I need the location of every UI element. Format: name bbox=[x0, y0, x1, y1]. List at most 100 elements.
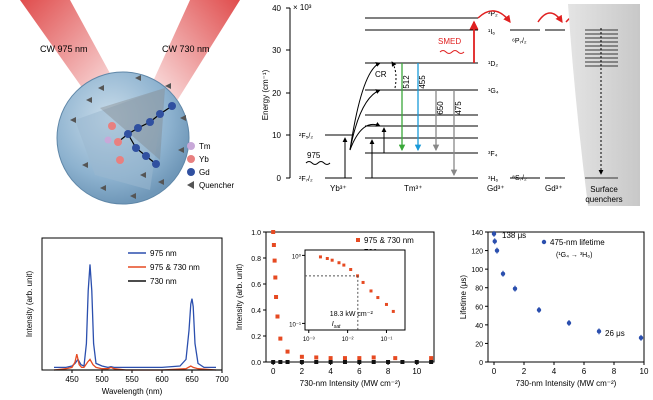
spectrum-plot-frame bbox=[41, 237, 223, 371]
depletion-point bbox=[429, 360, 434, 364]
legend-quencher: Quencher bbox=[199, 181, 234, 190]
depletion-xtick-label: 0 bbox=[271, 367, 276, 376]
spectrum-xtick-label: 500 bbox=[95, 375, 109, 384]
lifetime-xtick-label: 4 bbox=[552, 367, 557, 376]
tm-level-3F4: ³F₄ bbox=[488, 151, 498, 158]
smed-label: SMED bbox=[438, 37, 461, 46]
depletion-legend-swatch bbox=[356, 238, 360, 242]
spectrum-legend-label: 975 nm bbox=[150, 249, 177, 258]
inset-xtick-label: 10⁻¹ bbox=[381, 337, 393, 343]
illustration-legend: Tm Yb Gd Quencher bbox=[187, 142, 234, 190]
depletion-point bbox=[386, 360, 391, 364]
lifetime-ytick-label: 100 bbox=[471, 267, 483, 274]
energy-ytick-0: 0 bbox=[277, 174, 282, 183]
tm-level-1I6: ¹I₆ bbox=[488, 29, 495, 36]
depletion-xtick-label: 2 bbox=[300, 367, 305, 376]
spectrum-legend-label: 730 nm bbox=[150, 277, 177, 286]
depletion-point bbox=[371, 355, 376, 360]
cross-relaxation-arrow bbox=[391, 61, 397, 89]
energy-y-ticks bbox=[286, 7, 290, 179]
lifetime-legend-label: 475-nm lifetime bbox=[550, 238, 605, 247]
lifetime-xtick-label: 0 bbox=[492, 367, 497, 376]
energy-ylabel: Energy (cm⁻¹) bbox=[261, 69, 270, 120]
spectrum-xtick-label: 450 bbox=[65, 375, 79, 384]
depletion-plot-frame bbox=[265, 231, 435, 363]
lifetime-point bbox=[491, 231, 497, 237]
depletion-xtick-label: 6 bbox=[357, 367, 362, 376]
quencher-band bbox=[568, 4, 640, 206]
depletion-xtick-label: 4 bbox=[328, 367, 333, 376]
depletion-point bbox=[371, 360, 376, 364]
depletion-point bbox=[342, 356, 347, 361]
depletion-ytick-label: 0.8 bbox=[251, 256, 261, 263]
inset-sat-symbol: Isat bbox=[332, 321, 341, 330]
inset-frame bbox=[304, 249, 406, 331]
inset-xtick-label: 10⁻³ bbox=[303, 337, 315, 343]
legend-gd: Gd bbox=[199, 168, 210, 177]
inset-point bbox=[369, 289, 373, 293]
lifetime-xtick-label: 2 bbox=[522, 367, 527, 376]
depletion-ylabel: Intensity (arb. unit) bbox=[235, 264, 244, 331]
depletion-point bbox=[278, 360, 283, 364]
energy-ytick-10: 10 bbox=[272, 131, 281, 140]
transition-455-label: 455 bbox=[418, 75, 427, 89]
cr-label: CR bbox=[375, 70, 387, 79]
spectrum-ylabel: Intensity (arb. unit) bbox=[25, 271, 34, 338]
inset-point bbox=[325, 256, 329, 260]
quencher-label-2: quenchers bbox=[585, 195, 622, 204]
yb-label: Yb³⁺ bbox=[330, 184, 347, 193]
transition-512-label: 512 bbox=[402, 75, 411, 89]
depletion-point bbox=[429, 356, 434, 361]
lifetime-point bbox=[512, 286, 518, 291]
quencher-marks bbox=[70, 75, 186, 199]
cutaway-inner-plane bbox=[100, 88, 165, 160]
energy-transfer-arrows bbox=[349, 62, 387, 178]
depletion-legend-label: 975 & 730 nm bbox=[364, 236, 414, 245]
depletion-ytick-label: 0.6 bbox=[251, 282, 261, 289]
smed-wave bbox=[439, 50, 465, 54]
lifetime-plot-frame bbox=[487, 231, 645, 363]
lifetime-chart: 0 20 40 60 80 100 120 140 0 2 4 6 8 10 730-nm Intensit… bbox=[459, 230, 649, 388]
tm-level-1D2: ¹D₂ bbox=[488, 61, 498, 68]
lifetime-ytick-label: 120 bbox=[471, 249, 483, 256]
inset-point bbox=[391, 309, 395, 313]
tm-level-1G4: ¹G₄ bbox=[488, 88, 499, 95]
tm-level-3P2: ³P₂ bbox=[488, 11, 498, 18]
inset-xtick-label: 10⁻² bbox=[342, 337, 354, 343]
inset-point bbox=[342, 263, 346, 267]
depletion-point bbox=[271, 360, 276, 364]
energy-ytick-20: 20 bbox=[272, 89, 281, 98]
energy-ytick-30: 30 bbox=[272, 46, 281, 55]
depletion-xtick-label: 8 bbox=[386, 367, 391, 376]
spectrum-xtick-label: 650 bbox=[185, 375, 199, 384]
depletion-point bbox=[357, 356, 362, 361]
inset-point bbox=[376, 296, 380, 300]
ion-dots bbox=[104, 102, 176, 168]
depletion-ytick-label: 1.0 bbox=[251, 230, 261, 237]
lifetime-annotation-end: 26 μs bbox=[605, 329, 625, 338]
transition-475-label: 475 bbox=[454, 101, 463, 115]
yb-level-lower: ²F₇/₂ bbox=[299, 176, 313, 183]
transition-650-label: 650 bbox=[436, 101, 445, 115]
transfer-gd-gd bbox=[537, 12, 563, 24]
quencher-label-1: Surface bbox=[590, 185, 618, 194]
depletion-point bbox=[278, 336, 283, 341]
tm-level-3H6: ³H₆ bbox=[488, 176, 498, 183]
depletion-point bbox=[342, 360, 347, 364]
inset-point bbox=[330, 258, 334, 262]
spectrum-series-line bbox=[54, 264, 216, 369]
lifetime-point bbox=[596, 329, 602, 334]
gd-label-1: Gd³⁺ bbox=[487, 184, 505, 193]
spectrum-series-line bbox=[53, 354, 217, 371]
lifetime-ytick-label: 20 bbox=[475, 341, 483, 348]
spectrum-chart: 450 500 550 600 650 700 Wavelength (nm) Intensi… bbox=[25, 237, 229, 396]
lifetime-point bbox=[492, 239, 497, 244]
depletion-chart: 0.0 0.2 0.4 0.6 0.8 1.0 0 2 4 6 8 10 730-nm Intensit… bbox=[235, 230, 435, 388]
laser-left-label: CW 975 nm bbox=[40, 44, 88, 54]
depletion-point bbox=[299, 360, 304, 364]
spectrum-xtick-label: 700 bbox=[215, 375, 229, 384]
inset-ytick-label: 10⁻¹ bbox=[289, 322, 301, 328]
inset-point bbox=[349, 268, 353, 272]
lifetime-point bbox=[566, 320, 572, 326]
